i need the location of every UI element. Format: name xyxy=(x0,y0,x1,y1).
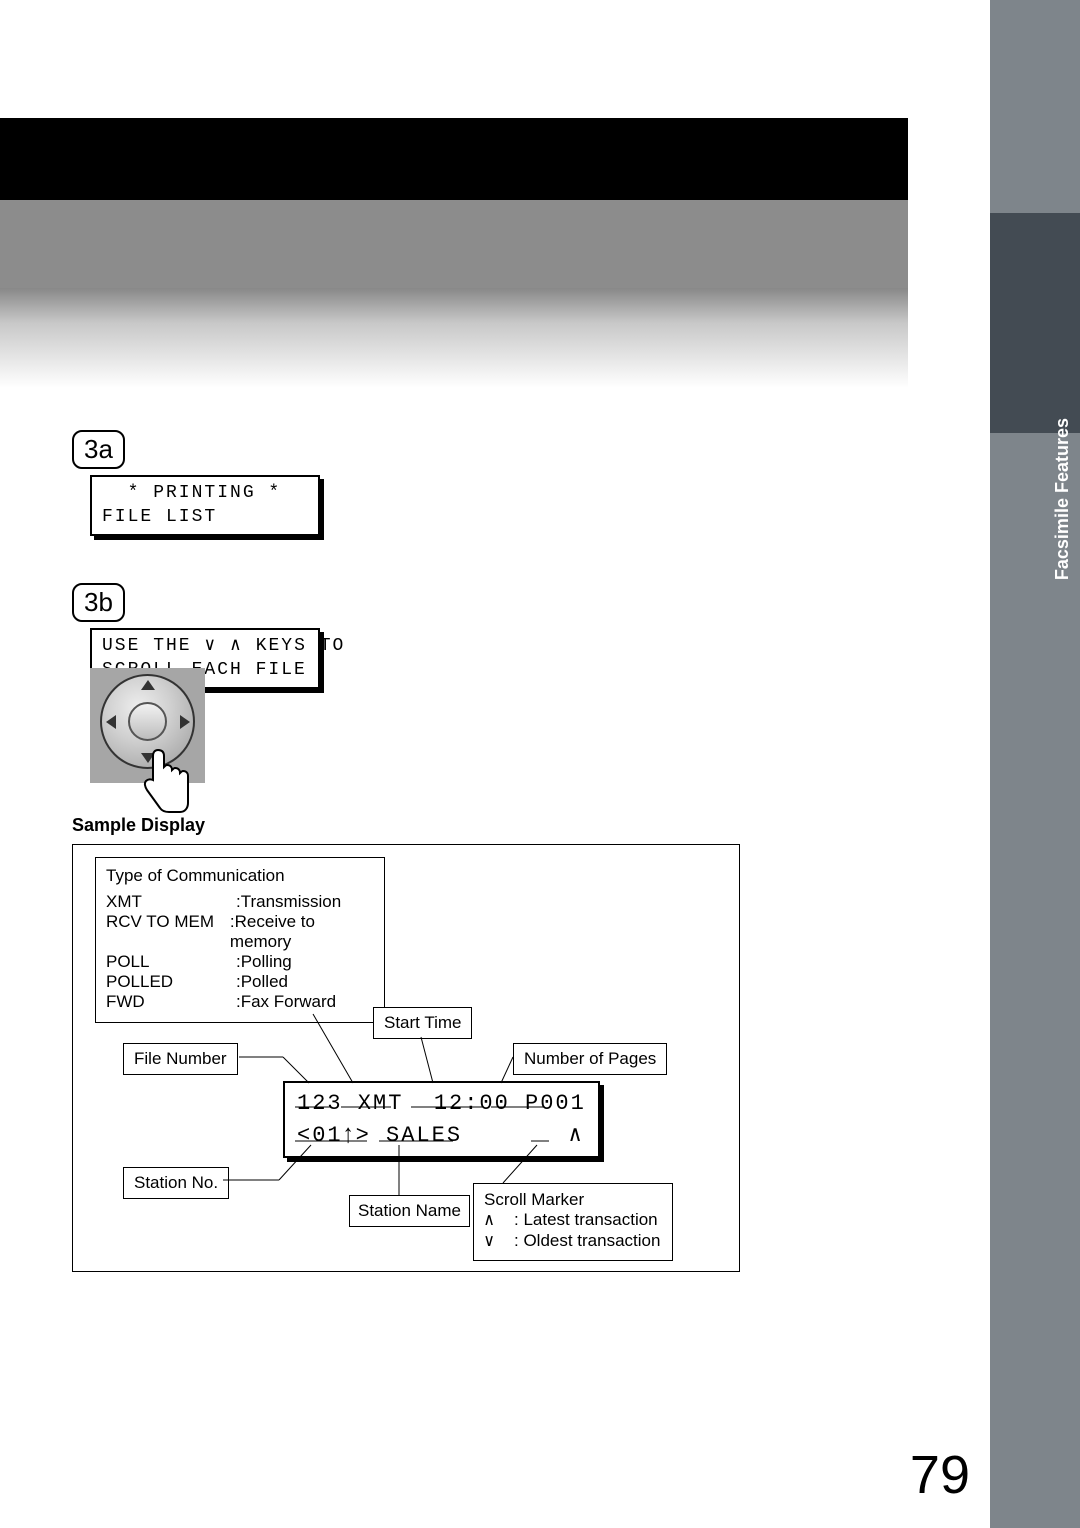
sample-display-heading: Sample Display xyxy=(72,815,205,836)
dpad-center xyxy=(128,702,167,741)
lcd-3a: * PRINTING * FILE LIST xyxy=(90,475,320,536)
comm-val: :Fax Forward xyxy=(236,992,336,1012)
oldest-transaction-text: : Oldest transaction xyxy=(514,1231,660,1252)
latest-transaction-text: : Latest transaction xyxy=(514,1210,658,1231)
sample-lcd-line2-pre: <01 xyxy=(297,1123,343,1148)
comm-row: POLL:Polling xyxy=(106,952,374,972)
step-3a-label: 3a xyxy=(72,430,125,469)
comm-key: POLLED xyxy=(106,972,236,992)
dpad-right-icon xyxy=(180,715,190,729)
comm-row: POLLED:Polled xyxy=(106,972,374,992)
side-tab-lower xyxy=(990,433,1080,1528)
side-tab-mid xyxy=(990,213,1080,433)
lcd-3a-line1: * PRINTING * xyxy=(102,483,281,503)
header-gradient-bar xyxy=(0,288,908,388)
header-black-bar xyxy=(0,118,908,200)
step-3a: 3a * PRINTING * FILE LIST xyxy=(72,430,320,536)
station-no-label: Station No. xyxy=(123,1167,229,1199)
side-tab-upper xyxy=(990,0,1080,213)
comm-type-box: Type of Communication XMT:Transmission R… xyxy=(95,857,385,1023)
comm-row: FWD:Fax Forward xyxy=(106,992,374,1012)
side-tab-label: Facsimile Features xyxy=(1052,418,1073,580)
comm-key: RCV TO MEM xyxy=(106,912,230,952)
header-darkgray-bar xyxy=(0,200,908,288)
file-number-label: File Number xyxy=(123,1043,238,1075)
hand-pointer-icon xyxy=(136,746,206,816)
scroll-marker-box: Scroll Marker ∧ : Latest transaction ∨ : O… xyxy=(473,1183,673,1261)
up-arrow-icon: ↑ xyxy=(343,1116,356,1152)
comm-key: POLL xyxy=(106,952,236,972)
comm-val: :Receive to memory xyxy=(230,912,374,952)
comm-key: FWD xyxy=(106,992,236,1012)
start-time-label: Start Time xyxy=(373,1007,472,1039)
dpad-graphic xyxy=(90,668,205,783)
comm-val: :Transmission xyxy=(236,892,341,912)
page-number: 79 xyxy=(910,1444,970,1506)
number-of-pages-label: Number of Pages xyxy=(513,1043,667,1075)
dpad-up-icon xyxy=(141,680,155,690)
lcd-3b-line1: USE THE ∨ ∧ KEYS TO xyxy=(102,636,345,656)
scroll-marker-title: Scroll Marker xyxy=(484,1190,662,1210)
wedge-up-icon: ∧ xyxy=(484,1210,504,1231)
sample-display-diagram: Type of Communication XMT:Transmission R… xyxy=(72,844,740,1272)
station-name-label: Station Name xyxy=(349,1195,470,1227)
comm-val: :Polled xyxy=(236,972,288,992)
wedge-down-icon: ∨ xyxy=(484,1231,504,1252)
dpad-left-icon xyxy=(106,715,116,729)
comm-key: XMT xyxy=(106,892,236,912)
comm-row: XMT:Transmission xyxy=(106,892,374,912)
comm-type-title: Type of Communication xyxy=(106,866,374,886)
step-3b-label: 3b xyxy=(72,583,125,622)
comm-val: :Polling xyxy=(236,952,292,972)
sample-lcd-line2-post: > SALES ∧ xyxy=(356,1123,584,1148)
sample-lcd: 123 XMT 12:00 P001 <01↑> SALES ∧ xyxy=(283,1081,600,1158)
sample-lcd-line1: 123 XMT 12:00 P001 xyxy=(297,1091,586,1116)
lcd-3a-line2: FILE LIST xyxy=(102,507,217,527)
comm-row: RCV TO MEM:Receive to memory xyxy=(106,912,374,952)
